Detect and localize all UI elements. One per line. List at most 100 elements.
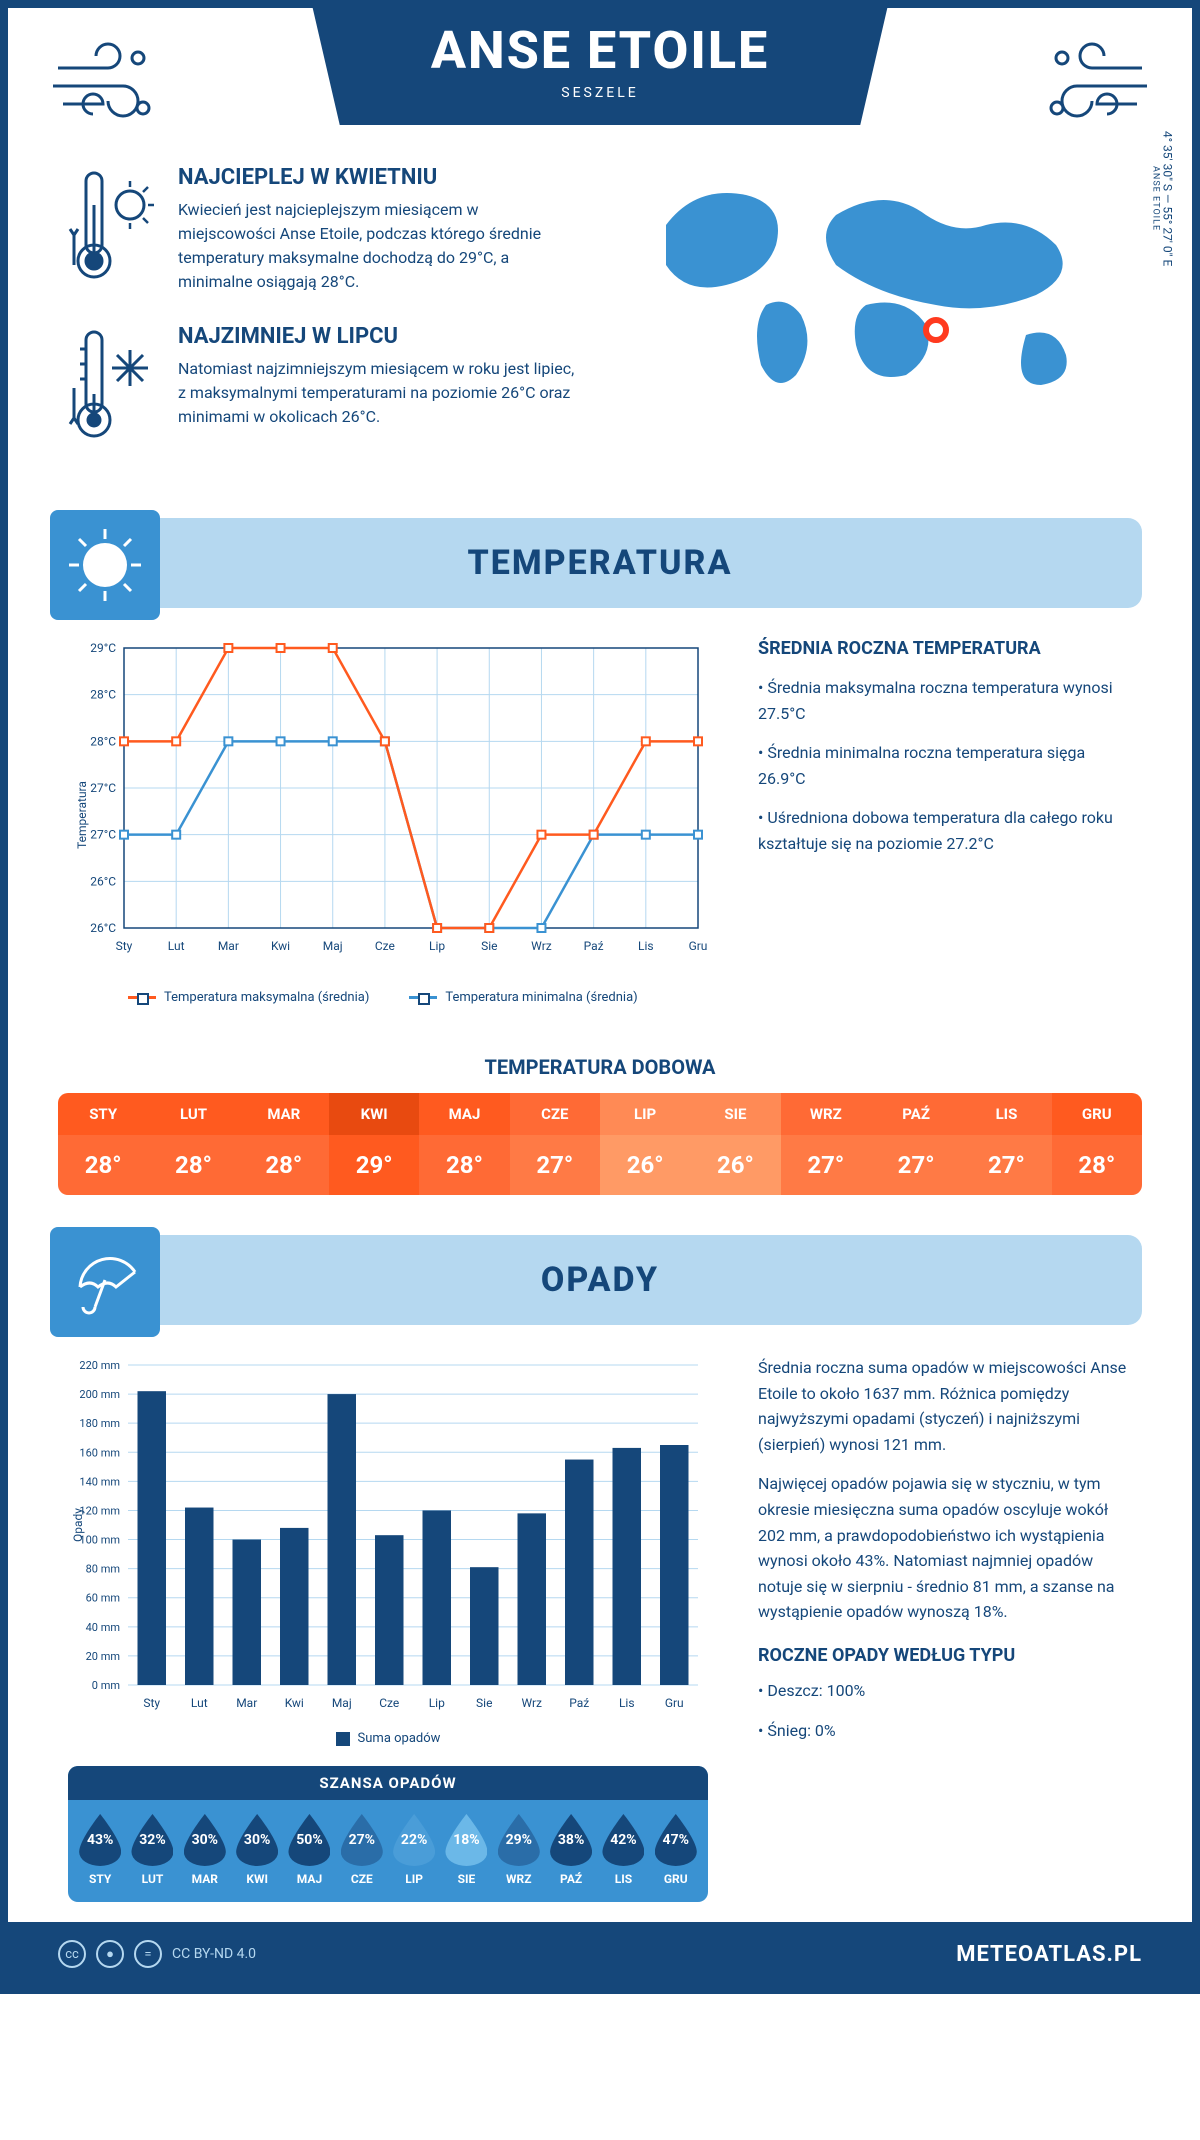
rain-para2: Najwięcej opadów pojawia się w styczniu,… xyxy=(758,1471,1132,1625)
rain-chance-cell: 50%MAJ xyxy=(285,1814,333,1886)
summary-bullet: • Średnia minimalna roczna temperatura s… xyxy=(758,740,1132,791)
rain-para1: Średnia roczna suma opadów w miejscowośc… xyxy=(758,1355,1132,1457)
temp-cell: LUT28° xyxy=(148,1093,238,1195)
svg-text:0 mm: 0 mm xyxy=(92,1679,120,1692)
rain-chance-cell: 38%PAŹ xyxy=(547,1814,595,1886)
svg-text:Opady: Opady xyxy=(71,1508,85,1542)
rain-chance-cell: 30%MAR xyxy=(181,1814,229,1886)
svg-text:27°C: 27°C xyxy=(90,828,116,842)
temp-cell: LIS27° xyxy=(961,1093,1051,1195)
summary-title: ŚREDNIA ROCZNA TEMPERATURA xyxy=(758,638,1132,659)
fact-cold-text: Natomiast najzimniejszym miesiącem w rok… xyxy=(178,357,580,429)
svg-text:Lip: Lip xyxy=(429,1696,445,1710)
rain-chance-panel: SZANSA OPADÓW 43%STY32%LUT30%MAR30%KWI50… xyxy=(68,1766,708,1902)
svg-text:28°C: 28°C xyxy=(90,734,116,748)
svg-text:180 mm: 180 mm xyxy=(79,1417,120,1430)
section-title: OPADY xyxy=(541,1260,659,1300)
site-name: METEOATLAS.PL xyxy=(956,1942,1142,1967)
svg-text:Sie: Sie xyxy=(481,939,497,953)
rain-chance-cell: 30%KWI xyxy=(233,1814,281,1886)
svg-text:Lut: Lut xyxy=(168,939,185,953)
world-map-icon xyxy=(620,165,1132,425)
section-title: TEMPERATURA xyxy=(468,543,733,583)
svg-text:Gru: Gru xyxy=(665,1696,684,1710)
svg-text:Wrz: Wrz xyxy=(521,1696,542,1710)
location-title: ANSE ETOILE xyxy=(431,20,769,81)
fact-coldest: NAJZIMNIEJ W LIPCU Natomiast najzimniejs… xyxy=(68,324,580,448)
svg-text:Lis: Lis xyxy=(619,1696,635,1710)
license-text: CC BY-ND 4.0 xyxy=(172,1946,256,1962)
temp-cell: GRU28° xyxy=(1052,1093,1142,1195)
daily-temp-title: TEMPERATURA DOBOWA xyxy=(8,1055,1192,1079)
coordinates: 4° 35' 30" S — 55° 27' 0" E ANSE ETOILE xyxy=(1150,130,1174,265)
svg-text:Paź: Paź xyxy=(584,939,604,953)
rain-type-bullet: • Śnieg: 0% xyxy=(758,1718,1132,1744)
temp-cell: MAR28° xyxy=(239,1093,329,1195)
sun-icon xyxy=(65,525,145,605)
svg-text:29°C: 29°C xyxy=(90,641,116,655)
svg-text:Sty: Sty xyxy=(116,939,133,953)
svg-text:Mar: Mar xyxy=(218,939,239,953)
svg-text:Sty: Sty xyxy=(143,1696,160,1710)
fact-warmest: NAJCIEPLEJ W KWIETNIU Kwiecień jest najc… xyxy=(68,165,580,294)
chart-legend: Temperatura maksymalna (średnia) Tempera… xyxy=(68,978,708,1005)
svg-text:Lip: Lip xyxy=(429,939,445,953)
svg-text:80 mm: 80 mm xyxy=(86,1563,120,1576)
title-banner: ANSE ETOILE SESZELE xyxy=(311,0,889,125)
footer: cc ● = CC BY-ND 4.0 METEOATLAS.PL xyxy=(8,1922,1192,1986)
svg-text:26°C: 26°C xyxy=(90,921,116,935)
svg-text:Kwi: Kwi xyxy=(285,1696,304,1710)
rain-chance-cell: 32%LUT xyxy=(128,1814,176,1886)
temp-cell: CZE27° xyxy=(510,1093,600,1195)
rain-type-title: ROCZNE OPADY WEDŁUG TYPU xyxy=(758,1645,1132,1666)
svg-text:Paź: Paź xyxy=(569,1696,589,1710)
rain-chance-cell: 47%GRU xyxy=(652,1814,700,1886)
location-subtitle: SESZELE xyxy=(431,85,769,101)
summary-bullet: • Uśredniona dobowa temperatura dla całe… xyxy=(758,805,1132,856)
by-icon: ● xyxy=(96,1940,124,1968)
svg-text:Lut: Lut xyxy=(191,1696,208,1710)
temp-cell: KWI29° xyxy=(329,1093,419,1195)
svg-text:40 mm: 40 mm xyxy=(86,1621,120,1634)
fact-warm-text: Kwiecień jest najcieplejszym miesiącem w… xyxy=(178,198,580,294)
svg-text:Wrz: Wrz xyxy=(531,939,552,953)
rain-chance-cell: 18%SIE xyxy=(442,1814,490,1886)
temp-cell: STY28° xyxy=(58,1093,148,1195)
svg-text:Mar: Mar xyxy=(236,1696,257,1710)
svg-text:Maj: Maj xyxy=(323,939,343,953)
svg-text:220 mm: 220 mm xyxy=(79,1359,120,1372)
umbrella-icon xyxy=(65,1242,145,1322)
temp-cell: PAŹ27° xyxy=(871,1093,961,1195)
svg-text:27°C: 27°C xyxy=(90,781,116,795)
summary-bullet: • Średnia maksymalna roczna temperatura … xyxy=(758,675,1132,726)
rain-chance-cell: 27%CZE xyxy=(338,1814,386,1886)
svg-text:Sie: Sie xyxy=(476,1696,492,1710)
intro-row: NAJCIEPLEJ W KWIETNIU Kwiecień jest najc… xyxy=(8,145,1192,508)
svg-text:20 mm: 20 mm xyxy=(86,1650,120,1663)
svg-text:Kwi: Kwi xyxy=(271,939,290,953)
rain-chance-cell: 29%WRZ xyxy=(495,1814,543,1886)
cc-icon: cc xyxy=(58,1940,86,1968)
wind-icon xyxy=(1032,38,1152,128)
svg-text:140 mm: 140 mm xyxy=(79,1475,120,1488)
rain-type-bullet: • Deszcz: 100% xyxy=(758,1678,1132,1704)
temp-cell: LIP26° xyxy=(600,1093,690,1195)
svg-text:Lis: Lis xyxy=(638,939,654,953)
section-rain-head: OPADY xyxy=(58,1235,1142,1325)
svg-text:28°C: 28°C xyxy=(90,688,116,702)
svg-text:60 mm: 60 mm xyxy=(86,1592,120,1605)
nd-icon: = xyxy=(134,1940,162,1968)
svg-text:Maj: Maj xyxy=(332,1696,352,1710)
thermometer-sun-icon xyxy=(68,165,158,285)
rain-bar-chart: 0 mm20 mm40 mm60 mm80 mm100 mm120 mm140 … xyxy=(68,1355,708,1746)
fact-cold-title: NAJZIMNIEJ W LIPCU xyxy=(178,324,580,349)
temp-cell: MAJ28° xyxy=(419,1093,509,1195)
temperature-line-chart: Temperatura 26°C26°C27°C27°C28°C28°C29°C… xyxy=(68,638,708,978)
section-temperature-head: TEMPERATURA xyxy=(58,518,1142,608)
rain-chance-cell: 42%LIS xyxy=(599,1814,647,1886)
svg-text:160 mm: 160 mm xyxy=(79,1446,120,1459)
svg-text:Cze: Cze xyxy=(379,1696,399,1710)
wind-icon xyxy=(48,38,168,128)
daily-temp-table: STY28°LUT28°MAR28°KWI29°MAJ28°CZE27°LIP2… xyxy=(58,1093,1142,1195)
temp-cell: SIE26° xyxy=(690,1093,780,1195)
